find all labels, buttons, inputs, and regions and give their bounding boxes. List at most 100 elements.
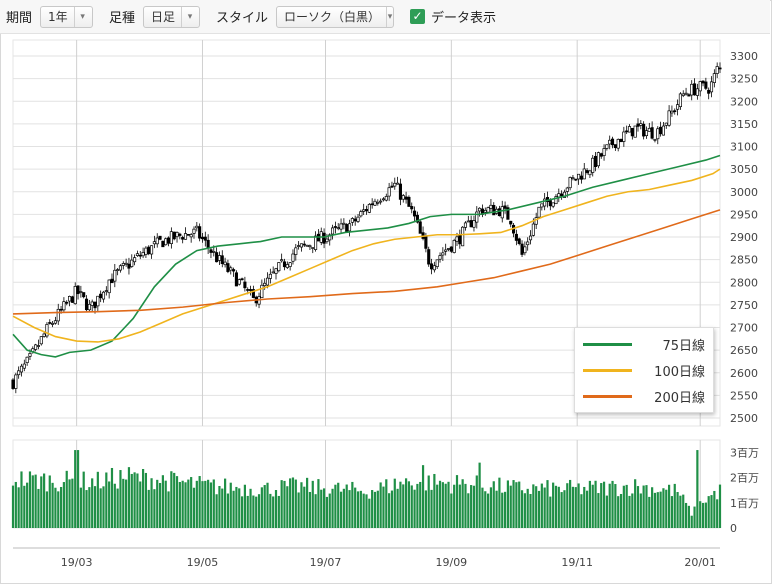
chevron-down-icon: ▾ <box>386 6 393 27</box>
data-display-checkbox[interactable]: ✓ <box>410 9 426 24</box>
candle-body <box>113 269 117 282</box>
volume-bar <box>594 480 597 528</box>
candle-body <box>206 239 210 249</box>
candle-body <box>653 138 657 141</box>
candle-body <box>429 263 434 270</box>
candle-body <box>585 170 589 173</box>
volume-bar <box>569 479 572 528</box>
volume-bar <box>546 480 549 528</box>
volume-bar <box>294 479 297 528</box>
volume-bar <box>204 480 207 528</box>
candle-body <box>121 263 125 266</box>
candle-body <box>217 255 221 261</box>
volume-bar <box>602 481 606 528</box>
volume-bar <box>238 488 241 528</box>
candle-body <box>172 231 176 240</box>
candle-body <box>531 223 535 236</box>
candle-body <box>610 138 615 146</box>
candle-body <box>642 123 646 137</box>
candle-body <box>449 246 453 252</box>
volume-bar <box>212 479 215 528</box>
style-select[interactable]: ローソク（白黒） ▾ <box>276 5 395 28</box>
y-tick-label: 3050 <box>730 163 758 176</box>
footing-label: 足種 <box>109 11 136 26</box>
candle-body <box>220 255 224 265</box>
volume-bar <box>523 493 526 528</box>
candle-body <box>118 265 123 271</box>
candle-body <box>588 170 592 176</box>
volume-bar <box>14 481 17 528</box>
volume-bar <box>362 493 365 528</box>
candle-body <box>169 231 173 245</box>
footing-select[interactable]: 日足 ▾ <box>143 5 201 28</box>
candle-body <box>186 234 190 236</box>
candle-body <box>463 222 468 228</box>
candle-body <box>166 237 171 244</box>
candle-body <box>410 206 414 210</box>
y-tick-label: 3000 <box>730 186 758 199</box>
candle-body <box>364 209 369 212</box>
candle-body <box>99 293 103 299</box>
candle-body <box>698 81 702 92</box>
volume-tick-label: 0 <box>730 522 737 535</box>
candle-body <box>209 249 213 253</box>
volume-bar <box>54 487 57 528</box>
x-tick-label: 20/01 <box>684 556 716 569</box>
candle-body <box>198 226 202 239</box>
candle-body <box>158 235 162 240</box>
candle-body <box>76 285 80 295</box>
candle-body <box>444 249 448 252</box>
candle-body <box>178 233 182 236</box>
candle-body <box>469 220 473 228</box>
volume-bar <box>297 492 300 528</box>
volume-bar <box>300 482 303 528</box>
volume-bar <box>110 467 114 528</box>
volume-bar <box>687 505 690 528</box>
volume-bar <box>597 493 600 528</box>
candle-body <box>492 205 496 216</box>
volume-bar <box>130 473 133 528</box>
volume-bar <box>376 490 379 528</box>
candle-body <box>701 80 705 84</box>
candle-body <box>577 173 581 180</box>
candle-body <box>381 198 386 201</box>
volume-bar <box>368 498 371 528</box>
volume-bar <box>306 477 309 528</box>
volume-bar <box>552 482 555 528</box>
volume-bar <box>79 487 82 528</box>
volume-bar <box>648 496 651 528</box>
volume-bar <box>342 488 345 528</box>
candle-body <box>554 196 558 205</box>
candle-body <box>84 298 89 311</box>
volume-bar <box>153 489 156 528</box>
x-tick-label: 19/09 <box>435 556 467 569</box>
volume-bar <box>653 492 657 528</box>
volume-bar <box>549 496 552 528</box>
volume-bar <box>588 480 592 528</box>
candle-body <box>548 200 552 207</box>
volume-bar <box>718 484 722 528</box>
period-select[interactable]: 1年 ▾ <box>40 5 94 28</box>
candle-body <box>28 353 32 357</box>
candle-body <box>347 223 352 232</box>
volume-bar <box>571 486 575 528</box>
volume-bar <box>317 479 320 528</box>
volume-bar <box>379 482 382 528</box>
candle-body <box>325 238 329 243</box>
legend-label-ma75: 75日線 <box>662 338 705 354</box>
candle-body <box>251 289 255 298</box>
volume-bar <box>65 470 68 528</box>
x-tick-label: 19/05 <box>187 556 219 569</box>
volume-bar <box>229 482 232 528</box>
volume-bar <box>557 486 560 528</box>
candle-body <box>667 110 671 126</box>
candle-body <box>48 322 52 324</box>
candle-body <box>424 236 428 249</box>
volume-bar <box>430 489 433 528</box>
candle-body <box>350 218 354 223</box>
volume-bar <box>170 471 173 528</box>
volume-bar <box>583 486 586 528</box>
candle-body <box>500 206 504 219</box>
volume-bar <box>371 490 374 528</box>
y-tick-label: 2700 <box>730 322 758 335</box>
